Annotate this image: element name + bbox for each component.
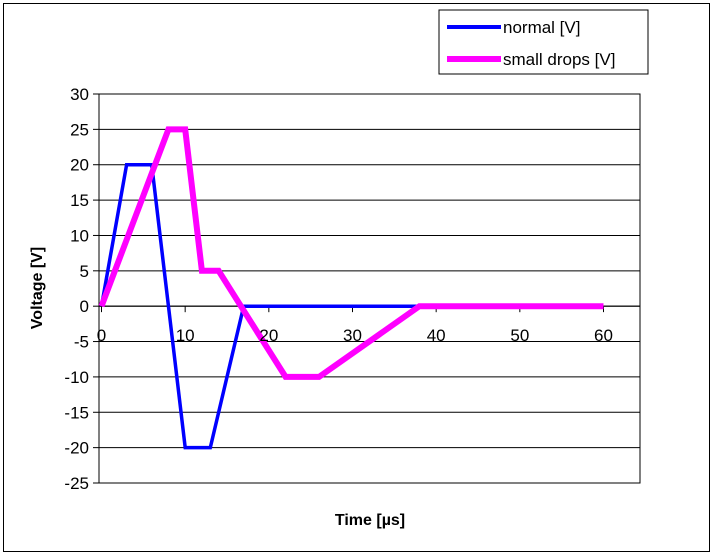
x-tick-label: 40 bbox=[427, 326, 446, 345]
y-tick-label: 0 bbox=[80, 297, 89, 316]
x-tick-labels: 0 10 20 30 40 50 60 bbox=[97, 326, 613, 345]
y-tick-label: -5 bbox=[74, 333, 89, 352]
x-tick-label: 0 bbox=[97, 326, 106, 345]
y-tick-labels: 30 25 20 15 10 5 0 -5 -10 -15 -20 -25 bbox=[64, 85, 89, 493]
x-tick-label: 30 bbox=[343, 326, 362, 345]
y-tick-label: 20 bbox=[70, 156, 89, 175]
series-line-normal bbox=[99, 162, 420, 450]
x-axis-title: Time [µs] bbox=[335, 512, 405, 529]
y-tick-label: -25 bbox=[64, 474, 89, 493]
series-lines bbox=[98, 126, 604, 450]
x-tick-label: 20 bbox=[259, 326, 278, 345]
legend-label-small-drops: small drops [V] bbox=[503, 50, 615, 69]
x-tick-label: 60 bbox=[594, 326, 613, 345]
plot-area bbox=[98, 93, 641, 484]
y-tick-label: -20 bbox=[64, 439, 89, 458]
legend: normal [V] small drops [V] bbox=[438, 9, 649, 75]
legend-box bbox=[438, 9, 649, 75]
series-line-small-drops bbox=[98, 126, 604, 380]
y-tick-label: 30 bbox=[70, 85, 89, 104]
legend-label-normal: normal [V] bbox=[503, 18, 580, 37]
y-tick-label: 25 bbox=[70, 120, 89, 139]
y-tick-label: 5 bbox=[80, 262, 89, 281]
y-tick-label: -10 bbox=[64, 368, 89, 387]
y-axis-title: Voltage [V] bbox=[29, 247, 46, 329]
y-tick-label: 15 bbox=[70, 191, 89, 210]
x-tick-label: 50 bbox=[510, 326, 529, 345]
y-tick-label: 10 bbox=[70, 226, 89, 245]
y-tick-label: -15 bbox=[64, 403, 89, 422]
x-tick-label: 10 bbox=[176, 326, 195, 345]
